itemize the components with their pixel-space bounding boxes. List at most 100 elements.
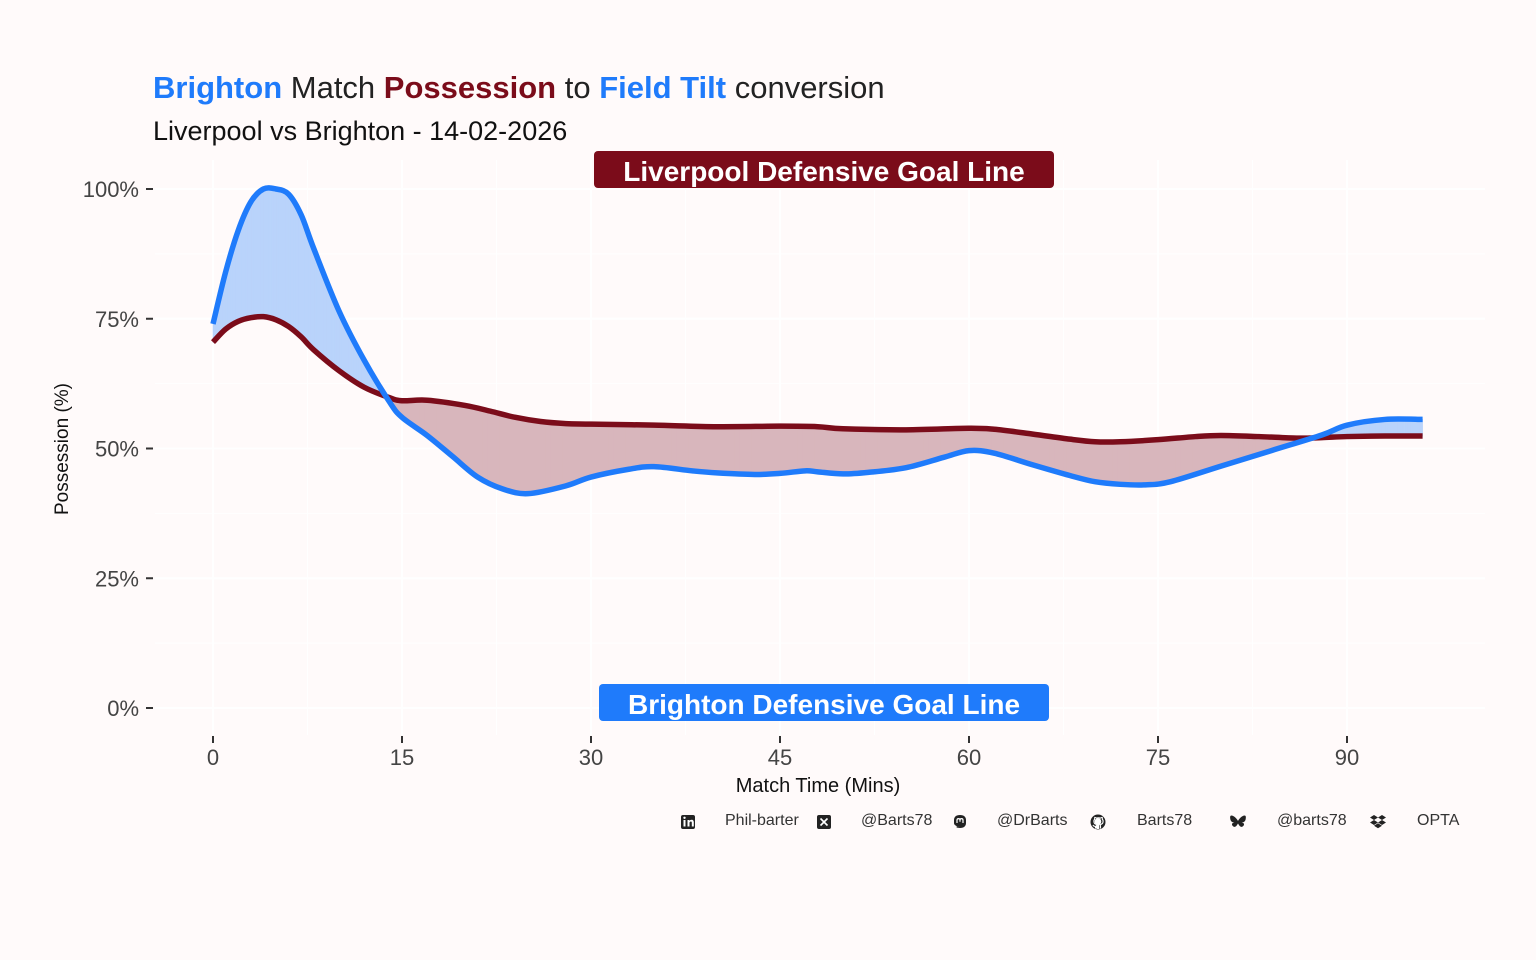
possession-advantage-area: [502, 413, 506, 490]
possession-advantage-area: [583, 423, 587, 481]
field-tilt-advantage-area: [245, 207, 249, 320]
possession-advantage-area: [993, 428, 998, 455]
possession-advantage-area: [1092, 441, 1096, 483]
possession-advantage-area: [613, 424, 617, 473]
possession-advantage-area: [1205, 435, 1209, 472]
caption-mastodon: @DrBarts: [997, 812, 1068, 829]
possession-advantage-area: [525, 418, 529, 495]
possession-advantage-area: [686, 425, 690, 471]
possession-advantage-area: [847, 428, 851, 474]
field-tilt-advantage-area: [303, 221, 307, 343]
field-tilt-advantage-area: [310, 241, 315, 351]
possession-advantage-area: [681, 425, 685, 471]
possession-advantage-area: [598, 423, 602, 476]
possession-advantage-area: [706, 426, 710, 473]
possession-advantage-area: [615, 424, 620, 473]
possession-advantage-area: [666, 425, 670, 469]
possession-advantage-area: [1026, 433, 1030, 465]
possession-advantage-area: [436, 401, 441, 447]
title-team: Brighton: [153, 70, 283, 105]
possession-advantage-area: [535, 420, 539, 493]
possession-advantage-area: [515, 417, 519, 493]
possession-advantage-area: [1029, 433, 1033, 465]
possession-advantage-area: [1210, 435, 1214, 470]
field-tilt-advantage-area: [273, 188, 277, 321]
title-text-1: Match: [282, 70, 384, 105]
possession-advantage-area: [1011, 431, 1015, 460]
possession-advantage-area: [1003, 430, 1008, 458]
caption-bluesky: @barts78: [1277, 812, 1347, 829]
possession-advantage-area: [663, 425, 667, 469]
possession-advantage-area: [547, 421, 551, 490]
possession-advantage-area: [678, 425, 683, 471]
possession-advantage-area: [648, 424, 652, 468]
possession-advantage-area: [429, 400, 433, 441]
possession-advantage-area: [741, 426, 746, 475]
y-tick-label: 0%: [107, 696, 139, 721]
possession-advantage-area: [1109, 441, 1113, 484]
title-text-3: conversion: [726, 70, 885, 105]
possession-advantage-area: [643, 424, 647, 469]
possession-advantage-area: [1240, 435, 1244, 461]
possession-advantage-area: [1094, 441, 1098, 483]
possession-advantage-area: [552, 422, 557, 489]
x-tick-label: 15: [390, 745, 414, 770]
possession-advantage-area: [865, 428, 869, 473]
possession-advantage-area: [880, 429, 884, 472]
possession-advantage-area: [1200, 435, 1204, 473]
possession-advantage-area: [704, 426, 708, 473]
possession-advantage-area: [923, 429, 927, 464]
linkedin-icon: [681, 815, 695, 829]
possession-advantage-area: [711, 426, 715, 474]
possession-advantage-area: [1082, 440, 1086, 480]
possession-advantage-area: [822, 426, 826, 473]
possession-advantage-area: [444, 402, 448, 453]
possession-advantage-area: [646, 424, 650, 468]
possession-advantage-area: [928, 428, 932, 462]
possession-advantage-area: [696, 425, 700, 472]
possession-advantage-area: [1137, 440, 1141, 486]
field-tilt-advantage-area: [263, 188, 267, 318]
possession-advantage-area: [1208, 435, 1212, 471]
possession-advantage-area: [1077, 439, 1081, 479]
possession-advantage-area: [1001, 429, 1005, 457]
possession-advantage-area: [651, 424, 655, 468]
possession-advantage-area: [673, 425, 677, 470]
possession-advantage-area: [1041, 435, 1045, 469]
possession-advantage-area: [1192, 436, 1197, 476]
possession-advantage-area: [1061, 437, 1066, 475]
possession-advantage-area: [930, 428, 935, 462]
possession-advantage-area: [988, 428, 992, 454]
possession-advantage-area: [1157, 439, 1161, 484]
possession-advantage-area: [1034, 433, 1038, 467]
possession-advantage-area: [431, 400, 436, 443]
possession-advantage-area: [1155, 439, 1159, 484]
possession-advantage-area: [787, 425, 791, 473]
possession-advantage-area: [759, 426, 763, 475]
possession-advantage-area: [603, 424, 607, 475]
x-tick-label: 90: [1335, 745, 1359, 770]
field-tilt-advantage-area: [298, 209, 302, 338]
possession-advantage-area: [802, 426, 806, 472]
possession-advantage-area: [575, 423, 579, 483]
field-tilt-advantage-area: [250, 198, 254, 319]
possession-advantage-area: [845, 428, 849, 475]
possession-advantage-area: [499, 413, 504, 490]
brighton-goal-line-box: [599, 684, 1049, 721]
y-tick-label: 75%: [95, 307, 139, 332]
possession-advantage-area: [1054, 436, 1058, 473]
possession-advantage-area: [426, 399, 431, 439]
possession-advantage-area: [557, 422, 562, 488]
possession-advantage-area: [1177, 437, 1181, 480]
possession-advantage-area: [479, 408, 483, 480]
possession-advantage-area: [688, 425, 693, 472]
possession-advantage-area: [1117, 441, 1121, 485]
possession-advantage-area: [472, 406, 476, 476]
possession-advantage-area: [877, 429, 882, 472]
possession-advantage-area: [457, 404, 461, 464]
field-tilt-advantage-area: [237, 224, 242, 322]
possession-advantage-area: [1009, 430, 1013, 459]
possession-advantage-area: [754, 426, 758, 475]
possession-advantage-area: [1122, 441, 1126, 485]
possession-advantage-area: [625, 424, 630, 471]
